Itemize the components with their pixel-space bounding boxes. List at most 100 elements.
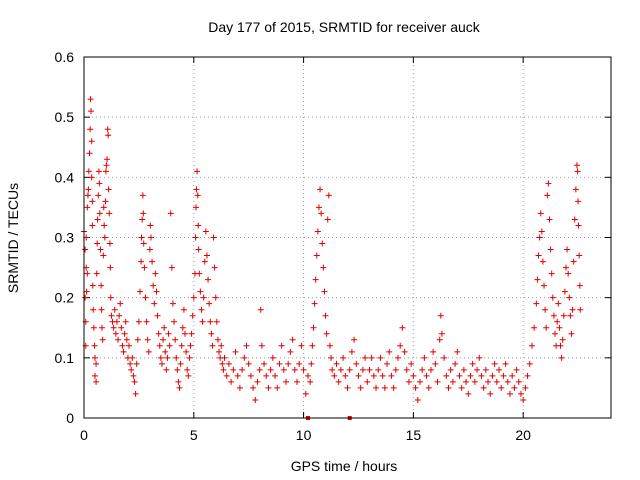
data-point [567, 312, 574, 319]
x-tick-label: 10 [296, 427, 312, 443]
data-point [94, 240, 101, 247]
data-point [254, 378, 261, 385]
data-point [493, 378, 500, 385]
data-point [105, 186, 112, 193]
data-point [163, 366, 170, 373]
data-point [206, 300, 213, 307]
data-point [370, 372, 377, 379]
data-point [487, 390, 494, 397]
data-point [192, 234, 199, 241]
y-tick-label: 0 [66, 410, 74, 426]
data-point [335, 378, 342, 385]
data-point [375, 366, 382, 373]
data-point [311, 300, 318, 307]
data-point [96, 180, 103, 187]
data-point [576, 252, 583, 259]
data-point [123, 336, 130, 343]
data-point [321, 288, 328, 295]
data-point [436, 336, 443, 343]
data-point [104, 156, 111, 163]
data-point [98, 306, 105, 313]
data-point [384, 360, 391, 367]
data-point [390, 384, 397, 391]
data-point [560, 312, 567, 319]
data-point [243, 342, 250, 349]
data-point [182, 330, 189, 337]
data-point [129, 354, 136, 361]
data-point [362, 354, 369, 361]
data-point [146, 246, 153, 253]
data-point [195, 222, 202, 229]
data-point [509, 372, 516, 379]
data-point [447, 366, 454, 373]
data-point [320, 264, 327, 271]
data-point [147, 234, 154, 241]
data-point [149, 258, 156, 265]
data-point [293, 378, 300, 385]
y-axis-label: SRMTID / TECUs [5, 183, 21, 293]
data-point [152, 270, 159, 277]
data-point [256, 366, 263, 373]
data-point [500, 372, 507, 379]
data-point [98, 282, 105, 289]
data-point [202, 228, 209, 235]
data-point [531, 324, 538, 331]
data-point [165, 330, 172, 337]
data-point [193, 186, 200, 193]
data-point [543, 324, 550, 331]
data-point [522, 384, 529, 391]
data-point [498, 384, 505, 391]
data-point [220, 366, 227, 373]
data-point [304, 372, 311, 379]
data-point [200, 294, 207, 301]
data-point [452, 360, 459, 367]
data-point [549, 294, 556, 301]
data-point [117, 300, 124, 307]
data-point [423, 372, 430, 379]
data-point [283, 378, 290, 385]
data-point [257, 306, 264, 313]
data-point [554, 318, 561, 325]
data-point [342, 372, 349, 379]
data-point [550, 312, 557, 319]
data-point [296, 360, 303, 367]
data-point [395, 354, 402, 361]
data-point [513, 366, 520, 373]
data-point [139, 192, 146, 199]
data-point [414, 396, 421, 403]
data-point [465, 390, 472, 397]
data-point [309, 342, 316, 349]
data-point [143, 318, 150, 325]
data-point [317, 186, 324, 193]
data-point [524, 372, 531, 379]
data-point [140, 240, 147, 247]
data-point [219, 360, 226, 367]
data-point [91, 372, 98, 379]
data-point [168, 264, 175, 271]
data-point [189, 312, 196, 319]
data-point [287, 348, 294, 355]
data-point [572, 186, 579, 193]
data-point [569, 306, 576, 313]
data-point [491, 360, 498, 367]
data-point [115, 336, 122, 343]
data-point [161, 324, 168, 331]
data-point [175, 378, 182, 385]
data-point [141, 264, 148, 271]
data-point [381, 384, 388, 391]
data-point [169, 300, 176, 307]
data-point [340, 354, 347, 361]
data-point [392, 366, 399, 373]
data-point [218, 342, 225, 349]
data-point [84, 204, 91, 211]
data-points [81, 96, 584, 403]
data-point [108, 312, 115, 319]
data-point [324, 216, 331, 223]
data-point [575, 198, 582, 205]
data-point [250, 384, 257, 391]
data-point [167, 210, 174, 217]
data-point [377, 354, 384, 361]
data-point [515, 378, 522, 385]
data-point [87, 96, 94, 103]
data-point [328, 354, 335, 361]
